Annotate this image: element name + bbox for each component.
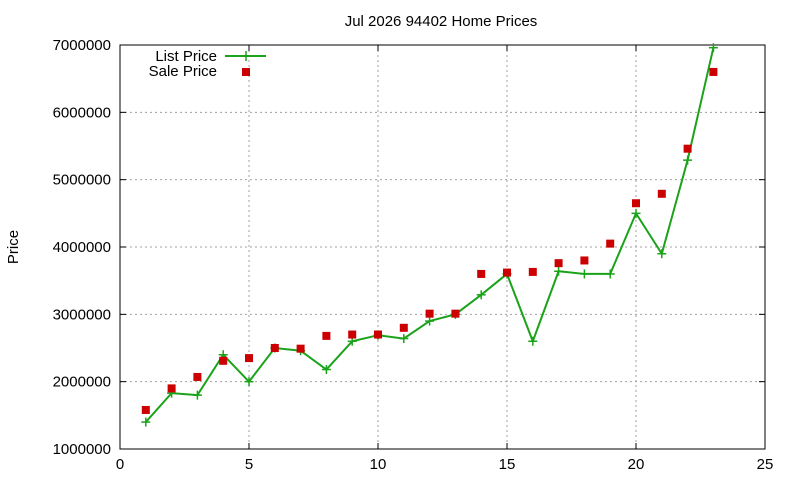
series-list-price [141,43,718,427]
sale-price-point [580,256,589,265]
legend-label-list-price: List Price [155,48,217,65]
x-tick-label: 25 [757,456,774,473]
sale-price-point [245,354,253,363]
sale-price-point [606,239,615,248]
list-price-point [631,208,641,218]
sale-price-point [348,330,357,339]
sale-price-point [451,309,460,318]
sale-price-point [374,330,382,339]
sale-price-point [399,323,408,332]
list-price-point [476,290,486,300]
list-price-point [579,269,589,279]
y-tick-label: 3000000 [53,306,111,323]
list-price-line [145,47,715,423]
sale-price-point [270,344,279,352]
sale-price-point [477,269,486,278]
legend-label-sale-price: Sale Price [149,63,217,80]
series-sale-price [141,67,718,414]
y-tick-label: 4000000 [53,239,111,256]
x-tick-labels: 0 5 10 15 20 25 [116,456,774,473]
list-price-point [683,155,693,165]
list-price-point [425,316,435,326]
sale-price-point [632,199,640,208]
list-price-point [554,266,564,276]
y-tick-label: 7000000 [53,37,111,54]
list-price-point [399,334,409,344]
x-tick-label: 15 [499,456,516,473]
y-tick-label: 2000000 [53,374,111,391]
sale-price-point [528,267,537,276]
x-tick-label: 5 [245,456,253,473]
legend: List Price Sale Price [149,48,266,80]
sale-price-point [683,144,692,153]
legend-marker-sale-price [242,68,250,76]
list-price-point [321,365,331,375]
sale-price-point [657,189,666,198]
grid-lines [120,45,765,449]
x-tick-label: 0 [116,456,124,473]
sale-price-point [167,384,176,393]
y-tick-label: 6000000 [53,104,111,121]
list-price-point [141,417,151,427]
list-price-point [708,43,718,53]
sale-price-point [709,67,718,76]
list-price-point [244,377,254,387]
plot-frame [119,44,766,450]
sale-price-point [296,344,305,353]
series-layer [141,43,718,427]
list-price-point [605,269,615,279]
y-tick-labels: 1000000 2000000 3000000 4000000 5000000 60000… [53,37,111,458]
y-tick-label: 1000000 [53,441,111,458]
sale-price-point [193,372,202,381]
sale-price-point [425,309,434,318]
x-tick-label: 10 [370,456,387,473]
list-price-point [528,336,538,346]
y-tick-label: 5000000 [53,172,111,189]
list-price-point [192,390,202,400]
sale-price-point [219,356,228,365]
list-price-point [657,249,667,259]
chart-title: Jul 2026 94402 Home Prices [345,13,538,30]
sale-price-point [503,268,511,277]
x-tick-label: 20 [628,456,645,473]
legend-marker-list-price [241,51,251,61]
sale-price-point [141,405,150,414]
sale-price-point [322,331,331,340]
y-axis-label: Price [5,230,22,264]
sale-price-point [554,259,563,268]
